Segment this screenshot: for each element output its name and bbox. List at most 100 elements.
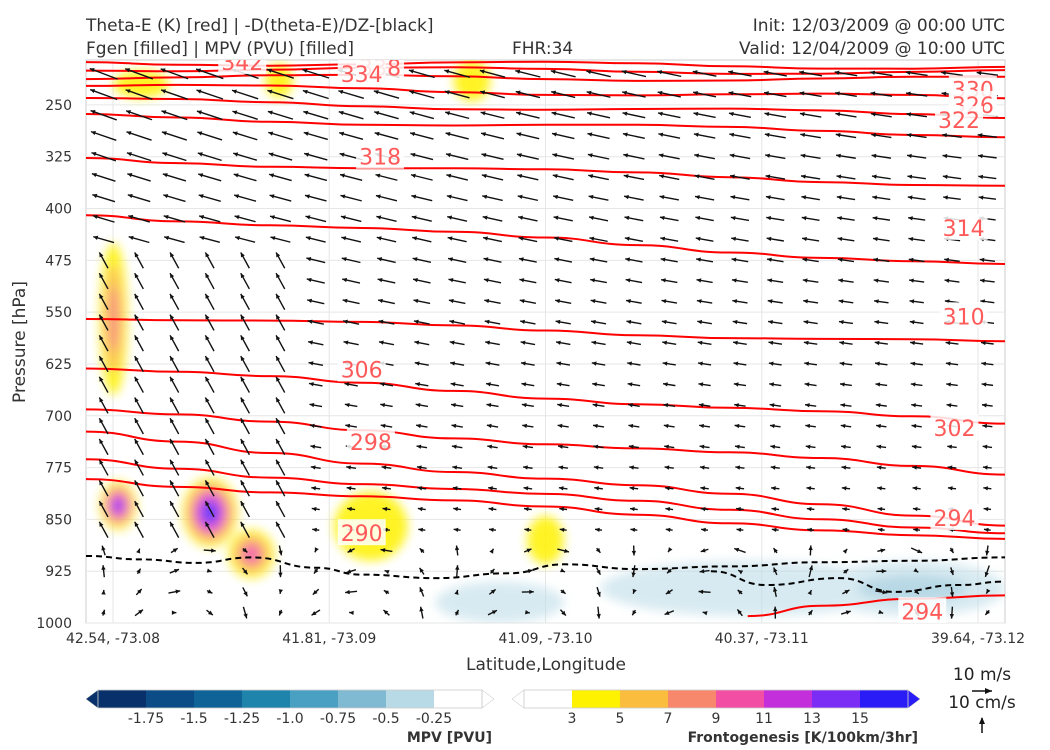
wind-vector-head bbox=[766, 236, 772, 242]
wind-vector-head bbox=[558, 465, 564, 470]
wind-vector-head bbox=[134, 501, 139, 507]
wind-vector-head bbox=[587, 132, 593, 137]
y-tick-label: 475 bbox=[45, 253, 72, 269]
wind-vector-head bbox=[170, 356, 175, 362]
wind-vector-head bbox=[276, 459, 281, 465]
wind-vector-head bbox=[270, 236, 276, 241]
wind-vector-head bbox=[450, 361, 456, 366]
wind-vector-head bbox=[240, 521, 245, 527]
wind-vector-head bbox=[699, 423, 704, 429]
wind-vector-head bbox=[945, 361, 951, 366]
wind-vector-head bbox=[529, 589, 534, 595]
wind-vector-head bbox=[446, 173, 452, 179]
wind-vector-head bbox=[134, 273, 139, 279]
contour-label: 294 bbox=[901, 600, 943, 625]
wind-vector-head bbox=[444, 69, 450, 74]
colorbar-tick-label: -0.25 bbox=[416, 711, 452, 727]
wind-vector-head bbox=[170, 480, 175, 486]
wind-vector-head bbox=[134, 418, 139, 424]
wind-vector-head bbox=[908, 257, 914, 263]
wind-vector-head bbox=[197, 131, 203, 136]
wind-vector-head bbox=[134, 252, 139, 258]
wind-vector-head bbox=[587, 153, 593, 158]
wind-vector-head bbox=[89, 68, 95, 73]
wind-vector-head bbox=[877, 527, 883, 533]
wind-vector-head bbox=[344, 382, 350, 387]
wind-vector-head bbox=[454, 545, 460, 551]
wind-vector-head bbox=[978, 174, 984, 180]
wind-vector-head bbox=[207, 589, 213, 594]
wind-vector-head bbox=[454, 589, 459, 595]
wind-vector-head bbox=[979, 278, 985, 283]
wind-vector-head bbox=[663, 423, 669, 429]
wind-vector-head bbox=[267, 110, 273, 115]
mpv-fill bbox=[857, 574, 969, 603]
wind-vector-head bbox=[770, 444, 776, 449]
wind-vector-head bbox=[445, 152, 451, 158]
wind-vector-head bbox=[171, 610, 177, 615]
wind-vector-head bbox=[454, 609, 459, 615]
wind-vector-head bbox=[911, 444, 917, 449]
colorbar-swatch bbox=[524, 690, 573, 708]
wind-vector-head bbox=[90, 89, 96, 94]
x-tick-label: 40.37, -73.11 bbox=[715, 631, 809, 647]
colorbar-swatch bbox=[668, 690, 717, 708]
wind-vector-head bbox=[698, 403, 704, 408]
wind-vector-head bbox=[799, 70, 805, 75]
wind-vector-head bbox=[99, 501, 104, 507]
wind-vector-head bbox=[170, 459, 175, 465]
stability-contour bbox=[86, 555, 1005, 580]
wind-vector-head bbox=[233, 152, 239, 157]
wind-vector-head bbox=[160, 68, 166, 73]
wind-vector-head bbox=[164, 235, 170, 241]
vector-key-vertical-arrowhead bbox=[979, 717, 985, 724]
wind-vector-head bbox=[312, 589, 318, 595]
wind-vector-head bbox=[838, 319, 844, 325]
wind-vector-head bbox=[881, 568, 887, 574]
wind-vector-head bbox=[314, 547, 319, 553]
wind-vector-head bbox=[622, 132, 628, 137]
wind-vector-head bbox=[769, 423, 775, 429]
wind-vector-head bbox=[451, 444, 457, 449]
wind-vector-head bbox=[91, 172, 97, 178]
wind-vector-head bbox=[377, 257, 383, 262]
wind-vector-head bbox=[632, 588, 637, 594]
y-tick-label: 925 bbox=[45, 564, 72, 580]
wind-vector-head bbox=[205, 293, 210, 299]
wind-vector-head bbox=[906, 112, 912, 117]
wind-vector-head bbox=[453, 506, 458, 512]
wind-vector-head bbox=[211, 548, 216, 553]
wind-vector-head bbox=[804, 361, 810, 366]
wind-vector-head bbox=[837, 216, 842, 221]
wind-vector-head bbox=[170, 314, 175, 320]
wind-vector-head bbox=[550, 69, 556, 74]
wind-vector-head bbox=[946, 382, 951, 387]
wind-vector-head bbox=[947, 465, 953, 470]
x-axis-label: Latitude,Longitude bbox=[466, 655, 626, 675]
wind-vector-head bbox=[555, 298, 561, 304]
wind-vector-head bbox=[803, 319, 809, 325]
wind-vector-head bbox=[842, 548, 848, 554]
wind-vector-head bbox=[313, 568, 319, 574]
wind-vector-head bbox=[452, 486, 458, 491]
wind-vector-head bbox=[621, 69, 627, 75]
y-tick-label: 400 bbox=[45, 202, 72, 218]
wind-vector-head bbox=[839, 361, 845, 366]
header-center: FHR:34 bbox=[512, 39, 573, 59]
wind-vector-head bbox=[416, 465, 422, 470]
fgen-colorbar-label: Frontogenesis [K/100km/3hr] bbox=[688, 730, 918, 746]
wind-vector-head bbox=[412, 236, 418, 241]
wind-vector-head bbox=[170, 501, 175, 507]
colorbar-swatch bbox=[716, 690, 765, 708]
wind-vector-head bbox=[771, 506, 777, 512]
contour-label-bg bbox=[939, 302, 988, 329]
wind-vector-head bbox=[806, 506, 812, 512]
wind-vector-head bbox=[732, 319, 738, 325]
wind-vector-head bbox=[447, 215, 453, 220]
wind-vector-head bbox=[92, 214, 98, 220]
wind-vector-head bbox=[270, 215, 275, 220]
mpv-colorbar-label: MPV [PVU] bbox=[407, 730, 492, 746]
contour-label: 302 bbox=[933, 417, 975, 442]
wind-vector-head bbox=[730, 195, 736, 200]
wind-vector-head bbox=[844, 590, 850, 595]
